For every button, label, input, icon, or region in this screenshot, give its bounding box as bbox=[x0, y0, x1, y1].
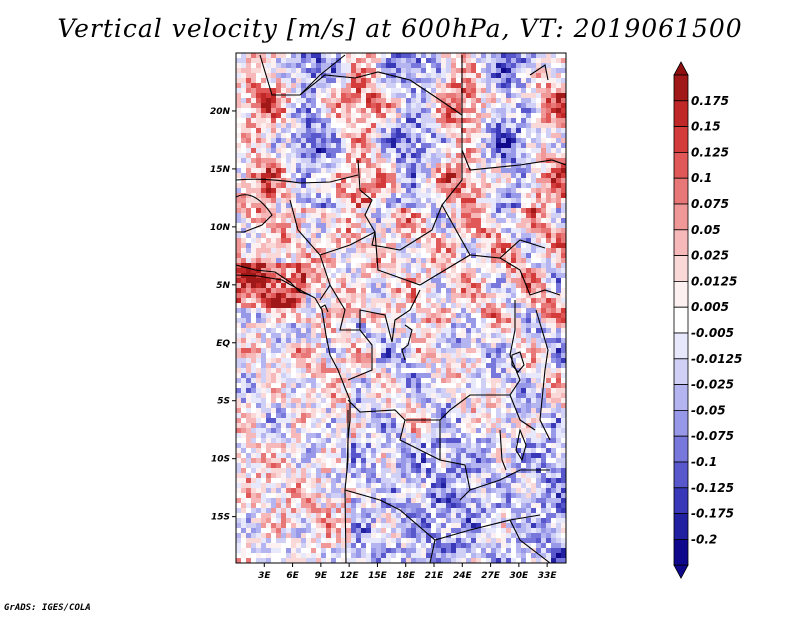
colorbar-swatch bbox=[673, 280, 689, 308]
lon-tick-label: 6E bbox=[286, 571, 299, 581]
colorbar-label: -0.1 bbox=[691, 455, 717, 469]
colorbar-swatch bbox=[673, 203, 689, 231]
colorbar-label: -0.075 bbox=[691, 429, 734, 443]
latitude-axis: 20N 15N 10N 5N EQ 5S 10S 15S bbox=[210, 107, 236, 523]
lon-tick-label: 21E bbox=[425, 571, 445, 581]
colorbar-swatch bbox=[673, 151, 689, 179]
lon-tick-label: 33E bbox=[538, 571, 558, 581]
lat-tick-label: 15N bbox=[210, 165, 231, 175]
colorbar-label: -0.0125 bbox=[691, 352, 742, 366]
colorbar-label: 0.025 bbox=[691, 249, 729, 263]
colorbar-swatch bbox=[673, 384, 689, 411]
lat-tick-label: 15S bbox=[211, 513, 230, 523]
chart-title: Vertical velocity [m/s] at 600hPa, VT: 2… bbox=[57, 14, 743, 43]
colorbar-label: -0.2 bbox=[691, 532, 717, 546]
colorbar-swatch bbox=[673, 461, 689, 489]
colorbar-label: 0.0125 bbox=[691, 274, 737, 288]
colorbar-label: -0.125 bbox=[691, 481, 734, 495]
lon-tick-label: 15E bbox=[368, 571, 388, 581]
colorbar-swatch bbox=[673, 435, 689, 463]
map-frame bbox=[235, 52, 567, 564]
lon-tick-label: 24E bbox=[453, 571, 473, 581]
colorbar-label: -0.005 bbox=[691, 326, 734, 340]
velocity-field bbox=[236, 53, 566, 563]
colorbar: 0.175 0.15 0.125 0.1 0.075 0.05 0.025 0.0125 0.0… bbox=[673, 61, 742, 580]
lat-tick-label: 10N bbox=[210, 223, 231, 233]
colorbar-swatch bbox=[673, 487, 689, 514]
lat-tick-label: 10S bbox=[211, 455, 230, 465]
colorbar-swatch bbox=[673, 539, 689, 566]
colorbar-swatch bbox=[673, 306, 689, 334]
colorbar-swatch bbox=[673, 100, 689, 128]
lat-tick-label: EQ bbox=[216, 339, 230, 349]
lon-tick-label: 3E bbox=[258, 571, 271, 581]
colorbar-label: 0.005 bbox=[691, 300, 729, 314]
lon-tick-label: 18E bbox=[396, 571, 416, 581]
colorbar-swatch bbox=[673, 255, 689, 282]
lat-tick-label: 20N bbox=[210, 107, 231, 117]
country-borders bbox=[236, 54, 566, 563]
lat-tick-label: 5N bbox=[216, 281, 230, 291]
lon-tick-label: 12E bbox=[340, 571, 360, 581]
longitude-axis: 3E 6E 9E 12E 15E 18E 21E 24E 27E 30E 33E bbox=[258, 563, 557, 581]
lat-tick-label: 5S bbox=[217, 397, 230, 407]
lon-tick-label: 9E bbox=[315, 571, 328, 581]
colorbar-label: -0.175 bbox=[691, 507, 734, 521]
colorbar-swatch bbox=[673, 409, 689, 437]
colorbar-swatch bbox=[673, 126, 689, 153]
colorbar-top-arrow bbox=[673, 61, 689, 76]
colorbar-label: 0.05 bbox=[691, 223, 721, 237]
colorbar-swatch bbox=[673, 358, 689, 385]
colorbar-swatch bbox=[673, 74, 689, 102]
grads-credit: GrADS: IGES/COLA bbox=[4, 603, 91, 613]
colorbar-label: -0.025 bbox=[691, 378, 734, 392]
colorbar-swatch bbox=[673, 229, 689, 257]
colorbar-label: 0.1 bbox=[691, 171, 712, 185]
colorbar-label: 0.075 bbox=[691, 197, 729, 211]
colorbar-swatch bbox=[673, 513, 689, 540]
colorbar-label: -0.05 bbox=[691, 403, 726, 417]
colorbar-swatch bbox=[673, 177, 689, 205]
colorbar-label: 0.15 bbox=[691, 120, 721, 134]
coastline bbox=[236, 274, 527, 471]
lon-tick-label: 30E bbox=[510, 571, 530, 581]
colorbar-label: 0.175 bbox=[691, 94, 729, 108]
colorbar-bottom-arrow bbox=[673, 564, 689, 580]
colorbar-label: 0.125 bbox=[691, 145, 729, 159]
colorbar-swatch bbox=[673, 332, 689, 360]
lon-tick-label: 27E bbox=[481, 571, 501, 581]
